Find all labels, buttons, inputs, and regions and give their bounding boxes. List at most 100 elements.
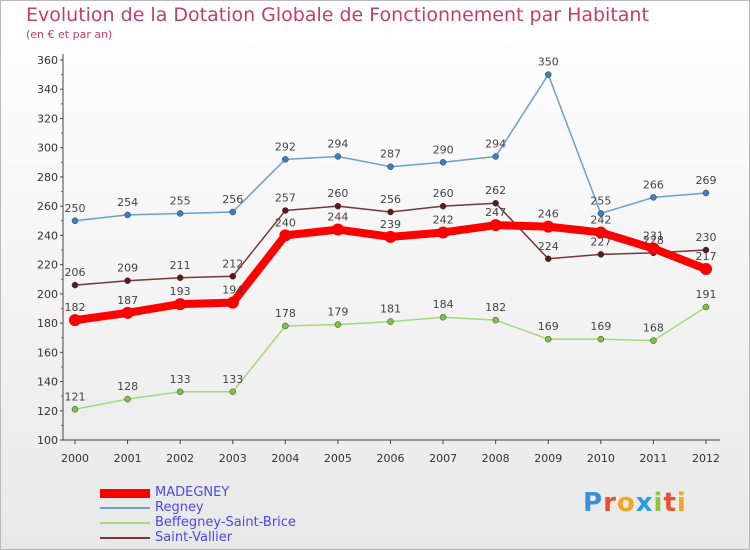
data-point <box>229 388 236 396</box>
data-point <box>331 223 344 236</box>
data-label: 217 <box>696 250 717 263</box>
data-point <box>71 281 79 289</box>
data-label: 269 <box>696 174 717 187</box>
data-label: 179 <box>327 306 348 319</box>
legend-swatch <box>100 507 150 509</box>
data-label: 255 <box>590 194 611 207</box>
data-label: 290 <box>433 143 454 156</box>
y-tick-label: 220 <box>37 259 58 272</box>
data-point <box>597 210 605 217</box>
data-label: 256 <box>380 193 401 206</box>
data-point <box>282 156 289 163</box>
chart-subtitle: (en € et par an) <box>26 28 113 41</box>
data-point <box>226 296 239 309</box>
data-label: 181 <box>380 303 401 316</box>
data-point <box>545 255 552 263</box>
data-point <box>545 71 552 78</box>
data-point <box>545 335 552 343</box>
data-point <box>702 189 710 197</box>
data-point <box>492 316 499 324</box>
proxiti-logo: Proxiti <box>583 488 687 518</box>
legend-label: Saint-Vallier <box>155 530 233 545</box>
data-point <box>492 199 499 207</box>
chart-title: Evolution de la Dotation Globale de Fonc… <box>26 4 649 26</box>
data-point <box>124 211 131 219</box>
data-point <box>334 202 342 210</box>
data-labels-layer: 250 254 255 256 292 294 287 290 294 350 255 266 269 1… <box>65 56 717 404</box>
data-label: 231 <box>643 230 664 243</box>
y-tick-label: 260 <box>37 200 58 213</box>
data-label: 191 <box>696 288 717 301</box>
data-point <box>69 314 81 327</box>
y-tick-label: 140 <box>37 376 58 389</box>
series-line-2 <box>74 202 707 286</box>
data-label: 193 <box>170 285 191 298</box>
data-label: 178 <box>275 307 296 320</box>
data-point <box>229 208 236 216</box>
data-point <box>489 219 502 232</box>
data-label: 244 <box>327 211 348 224</box>
data-label: 350 <box>538 56 559 69</box>
data-point <box>229 273 236 280</box>
data-point <box>439 159 447 166</box>
data-point <box>282 207 289 214</box>
data-label: 255 <box>170 194 191 207</box>
data-label: 247 <box>485 206 506 219</box>
legend-label: Regney <box>155 500 204 515</box>
legend-item: Regney <box>100 500 360 516</box>
y-tick-label: 280 <box>37 171 58 184</box>
data-label: 133 <box>222 373 243 386</box>
data-point <box>492 153 499 160</box>
data-point <box>387 208 394 216</box>
series-layer <box>69 71 712 413</box>
data-point <box>597 335 605 343</box>
data-label: 128 <box>117 380 138 393</box>
data-label: 240 <box>275 216 296 229</box>
data-label: 182 <box>65 301 86 314</box>
data-point <box>650 194 657 201</box>
x-tick-label: 2010 <box>587 452 615 465</box>
data-label: 246 <box>538 208 559 221</box>
data-point <box>700 263 712 275</box>
data-point <box>121 306 134 319</box>
data-label: 211 <box>170 259 191 272</box>
data-label: 209 <box>117 262 138 275</box>
data-point <box>387 163 394 170</box>
x-tick-label: 2008 <box>482 452 510 465</box>
data-label: 187 <box>117 294 138 307</box>
data-label: 256 <box>222 193 243 206</box>
data-point <box>334 153 342 160</box>
data-point <box>702 303 710 311</box>
data-point <box>542 220 555 233</box>
data-label: 194 <box>222 284 243 297</box>
data-label: 184 <box>433 298 454 311</box>
data-label: 224 <box>538 240 559 253</box>
y-tick-label: 200 <box>37 288 58 301</box>
data-point <box>439 313 447 321</box>
legend-item: MADEGNEY <box>100 485 360 501</box>
x-tick-label: 2007 <box>429 452 457 465</box>
data-point <box>71 406 79 413</box>
x-tick-label: 2000 <box>61 452 89 465</box>
data-label: 287 <box>380 148 401 161</box>
axes: 100 120 140 160 180 200 220 240 260 280 300 320 340 3… <box>37 54 720 465</box>
data-label: 169 <box>538 320 559 333</box>
data-point <box>334 321 342 328</box>
data-point <box>702 246 710 254</box>
data-label: 294 <box>327 137 348 150</box>
data-label: 294 <box>485 137 506 150</box>
data-point <box>279 229 292 242</box>
data-point <box>594 226 607 239</box>
data-label: 250 <box>65 202 86 215</box>
data-label: 228 <box>643 234 664 247</box>
data-point <box>174 298 187 311</box>
legend-swatch <box>100 537 150 539</box>
x-tick-label: 2004 <box>271 452 299 465</box>
x-tick-label: 2003 <box>219 452 247 465</box>
data-point <box>597 251 605 258</box>
x-tick-label: 2002 <box>166 452 194 465</box>
data-point <box>650 337 657 344</box>
data-label: 227 <box>590 235 611 248</box>
data-label: 242 <box>590 213 611 226</box>
